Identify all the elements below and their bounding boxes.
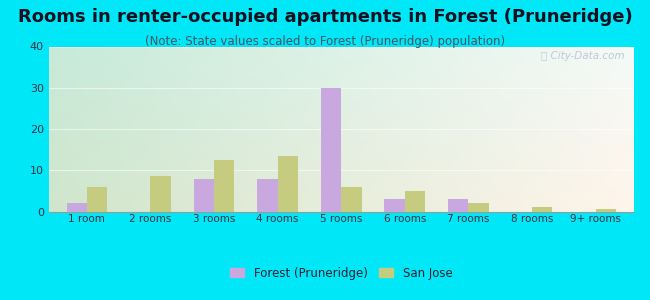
- Bar: [321, 88, 341, 212]
- Bar: [151, 176, 171, 211]
- Text: Ⓢ City-Data.com: Ⓢ City-Data.com: [541, 52, 625, 61]
- Bar: [595, 208, 616, 211]
- Text: Rooms in renter-occupied apartments in Forest (Pruneridge): Rooms in renter-occupied apartments in F…: [18, 8, 632, 26]
- Bar: [194, 178, 214, 212]
- Bar: [469, 203, 489, 211]
- Bar: [532, 207, 552, 212]
- Bar: [278, 156, 298, 212]
- Bar: [214, 160, 235, 212]
- Bar: [66, 203, 87, 211]
- Bar: [87, 187, 107, 211]
- Text: (Note: State values scaled to Forest (Pruneridge) population): (Note: State values scaled to Forest (Pr…: [145, 34, 505, 47]
- Bar: [448, 199, 469, 212]
- Bar: [405, 191, 425, 212]
- Bar: [341, 187, 361, 211]
- Legend: Forest (Pruneridge), San Jose: Forest (Pruneridge), San Jose: [230, 267, 452, 280]
- Bar: [257, 178, 278, 212]
- Bar: [385, 199, 405, 212]
